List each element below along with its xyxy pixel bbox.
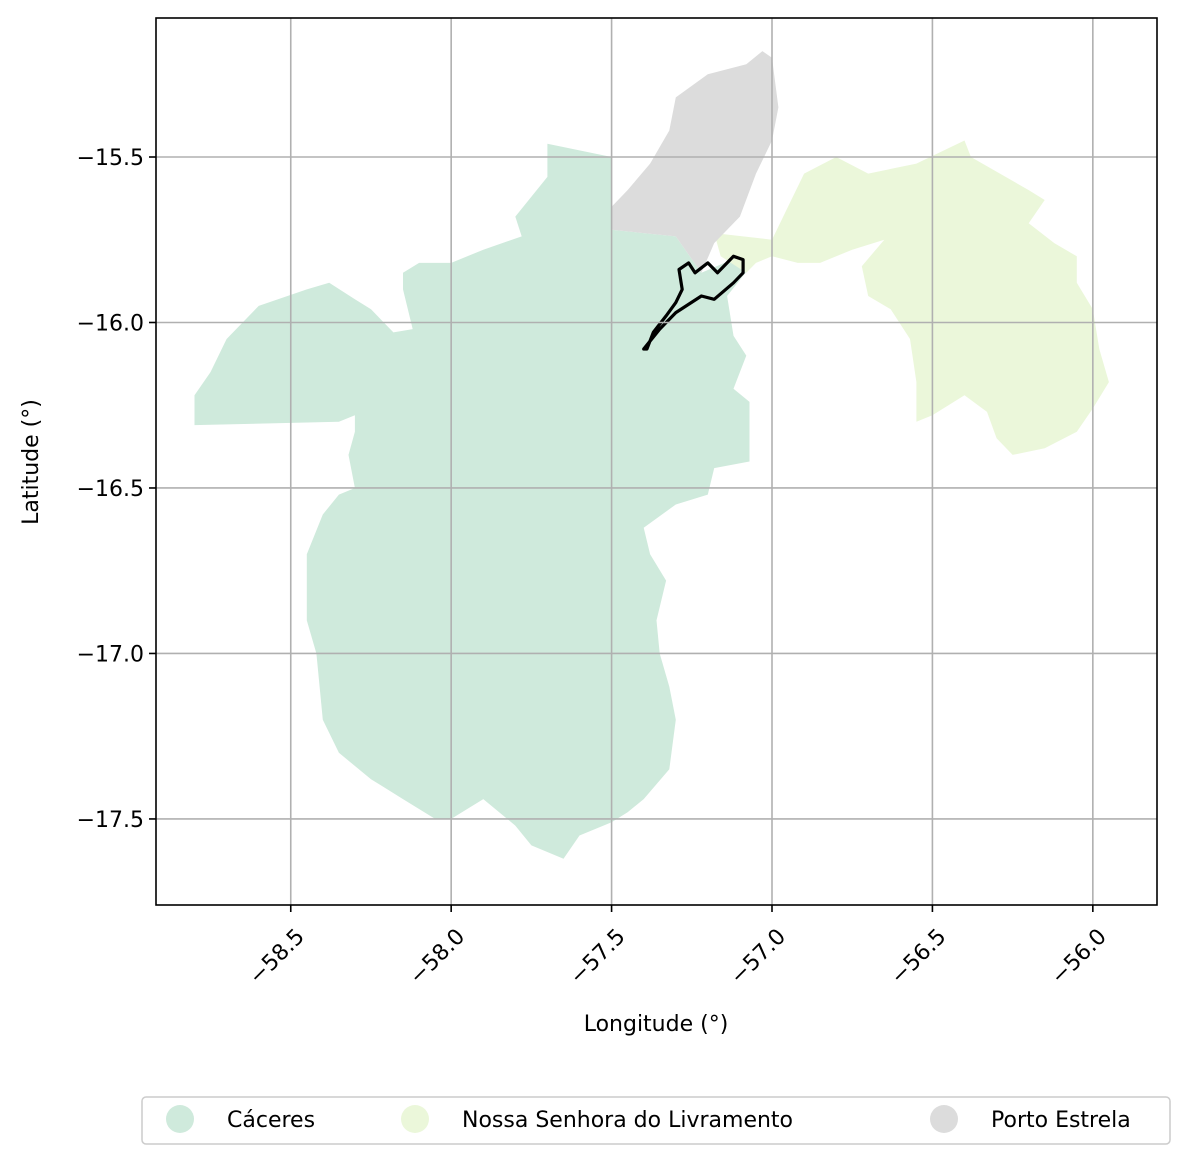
- y-axis-label: Latitude (°): [19, 399, 44, 525]
- legend-marker-porto-estrela: [930, 1105, 958, 1133]
- y-tick-label: −16.0: [77, 311, 144, 336]
- legend-label-caceres: Cáceres: [227, 1108, 315, 1133]
- highlighted-area-outline: [642, 254, 745, 351]
- region-nossa-senhora-do-livramento: [714, 140, 1109, 455]
- legend: Cáceres Nossa Senhora do Livramento Porto …: [141, 1096, 1171, 1145]
- legend-box: [141, 1096, 1171, 1145]
- y-tick-label: −15.5: [77, 146, 144, 171]
- y-tick-label: −17.5: [77, 808, 144, 833]
- y-tick-label: −16.5: [77, 477, 144, 502]
- plot-frame: [155, 17, 1158, 906]
- y-axis-ticks: −15.5 −16.0 −16.5 −17.0 −17.5: [77, 146, 156, 833]
- legend-label-nossa-senhora-do-livramento: Nossa Senhora do Livramento: [462, 1108, 793, 1133]
- legend-label-porto-estrela: Porto Estrela: [991, 1108, 1131, 1133]
- highlight-outline-layer: [642, 254, 745, 351]
- grid-lines: [156, 18, 1157, 905]
- x-axis-label: Longitude (°): [584, 1012, 729, 1037]
- legend-marker-nossa-senhora-do-livramento: [401, 1105, 429, 1133]
- region-porto-estrela: [611, 51, 779, 273]
- legend-marker-caceres: [166, 1105, 194, 1133]
- y-tick-label: −17.0: [77, 642, 144, 667]
